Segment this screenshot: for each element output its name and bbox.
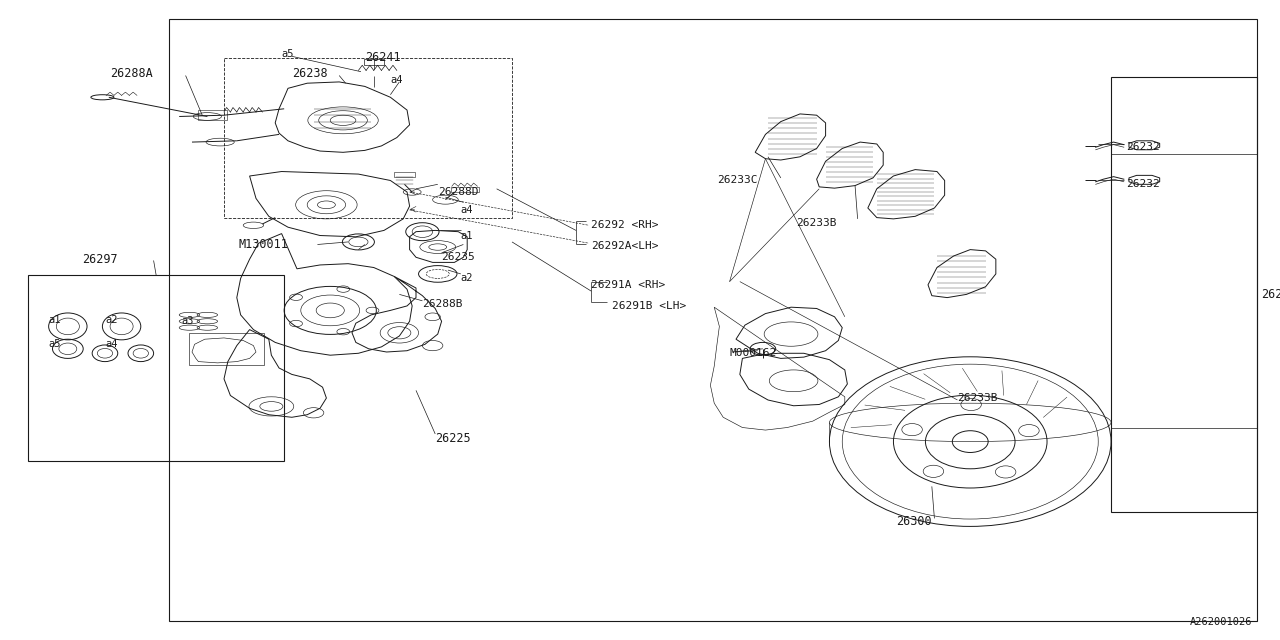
- Text: 26300: 26300: [896, 515, 932, 528]
- Text: 26233B: 26233B: [796, 218, 837, 228]
- Text: a4: a4: [105, 339, 118, 349]
- Bar: [198, 110, 227, 120]
- Text: 26241: 26241: [365, 51, 401, 64]
- Text: 26233B: 26233B: [957, 393, 998, 403]
- Text: 26238: 26238: [292, 67, 328, 80]
- Text: 26297: 26297: [82, 253, 118, 266]
- Text: 26292 <RH>: 26292 <RH>: [591, 220, 659, 230]
- Text: A262001026: A262001026: [1189, 617, 1252, 627]
- Text: a5: a5: [49, 339, 61, 349]
- Text: 26296: 26296: [1261, 288, 1280, 301]
- Text: M000162: M000162: [730, 348, 777, 358]
- Text: 26288A: 26288A: [110, 67, 152, 80]
- Text: M130011: M130011: [238, 238, 288, 251]
- Text: 26235: 26235: [442, 252, 475, 262]
- Bar: [189, 333, 264, 365]
- Text: 26232: 26232: [1126, 142, 1160, 152]
- Text: a2: a2: [461, 273, 474, 284]
- Text: 26225: 26225: [435, 432, 471, 445]
- Text: a5: a5: [282, 49, 294, 60]
- Bar: [28, 275, 284, 461]
- Text: 26233C: 26233C: [717, 175, 758, 186]
- Text: 26292A<LH>: 26292A<LH>: [591, 241, 659, 252]
- Bar: [451, 187, 479, 192]
- Text: 26288B: 26288B: [422, 299, 463, 309]
- Bar: [394, 172, 415, 177]
- Bar: [364, 59, 384, 65]
- Text: a2: a2: [105, 315, 118, 325]
- Text: 26291A <RH>: 26291A <RH>: [591, 280, 666, 290]
- Text: 26288D: 26288D: [438, 187, 479, 197]
- Text: a1: a1: [461, 230, 474, 241]
- Bar: [169, 19, 1257, 621]
- Text: a1: a1: [49, 315, 61, 325]
- Text: 26232: 26232: [1126, 179, 1160, 189]
- Text: a4: a4: [461, 205, 474, 215]
- Text: a3: a3: [182, 316, 195, 326]
- Text: a4: a4: [390, 75, 403, 85]
- Text: 26291B <LH>: 26291B <LH>: [612, 301, 686, 311]
- Bar: [1111, 77, 1257, 512]
